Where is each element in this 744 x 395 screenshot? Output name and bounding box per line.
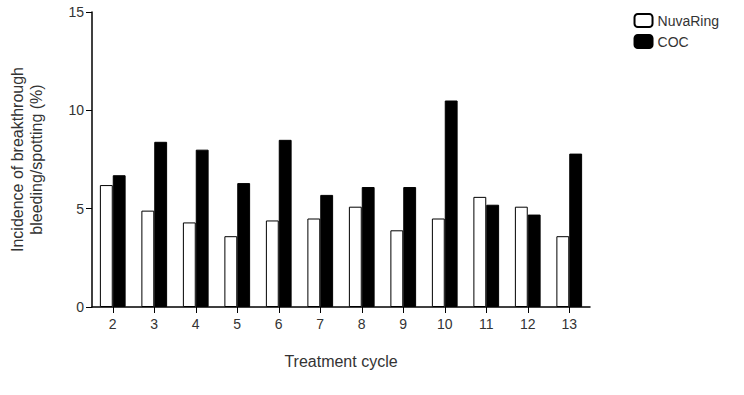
svg-text:NuvaRing: NuvaRing: [658, 13, 719, 29]
svg-text:9: 9: [399, 316, 407, 332]
svg-text:bleeding/spotting (%): bleeding/spotting (%): [28, 84, 45, 234]
svg-text:0: 0: [76, 299, 84, 315]
svg-text:5: 5: [233, 316, 241, 332]
svg-text:4: 4: [192, 316, 200, 332]
svg-text:3: 3: [150, 316, 158, 332]
svg-text:5: 5: [76, 201, 84, 217]
svg-text:8: 8: [358, 316, 366, 332]
svg-text:10: 10: [437, 316, 453, 332]
svg-text:15: 15: [68, 4, 84, 20]
svg-text:COC: COC: [658, 34, 689, 50]
svg-text:12: 12: [520, 316, 536, 332]
svg-text:13: 13: [561, 316, 577, 332]
svg-text:11: 11: [479, 316, 494, 332]
svg-text:10: 10: [68, 102, 84, 118]
svg-text:Incidence of breakthrough: Incidence of breakthrough: [9, 67, 26, 252]
svg-text:6: 6: [275, 316, 283, 332]
svg-text:7: 7: [316, 316, 324, 332]
svg-text:2: 2: [109, 316, 117, 332]
svg-text:Treatment cycle: Treatment cycle: [284, 353, 397, 370]
